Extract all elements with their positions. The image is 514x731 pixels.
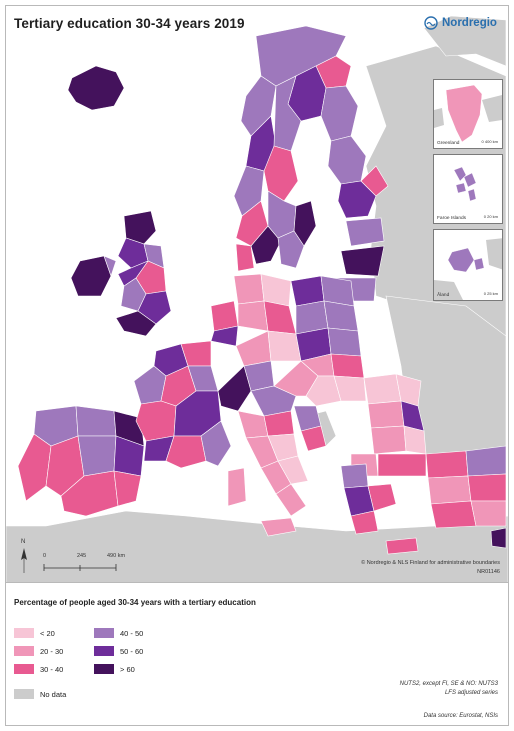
scale-label-0: 0 — [43, 553, 47, 559]
legend-item-lt20: < 20 — [14, 628, 55, 638]
legend-swatch-lt20 — [14, 628, 34, 638]
denmark-region — [235, 243, 255, 272]
central-europe-regions — [210, 273, 319, 417]
legend-swatch-40-50 — [94, 628, 114, 638]
legend-item-no-data: No data — [14, 689, 66, 699]
legend-label-30-40: 30 - 40 — [40, 664, 64, 674]
legend-item-30-40: 30 - 40 — [14, 664, 63, 674]
iceland-region — [67, 65, 125, 111]
map-frame: Tertiary education 30-34 years 2019 Nord… — [5, 5, 509, 726]
nordregio-logo: Nordregio — [424, 16, 497, 30]
iberia-regions — [17, 405, 145, 517]
legend-label-40-50: 40 - 50 — [120, 628, 144, 638]
aland-inset-map — [434, 238, 502, 300]
scale-bar-graphic — [43, 564, 117, 571]
legend-label-lt20: < 20 — [40, 628, 55, 638]
inset-greenland-scale: 0 400 km — [481, 139, 498, 144]
legend-title: Percentage of people aged 30-34 years wi… — [14, 598, 256, 607]
legend-panel: Percentage of people aged 30-34 years wi… — [6, 583, 508, 725]
legend-item-50-60: 50 - 60 — [94, 646, 143, 656]
legend-swatch-gt60 — [94, 664, 114, 674]
inset-aland-scale: 0 25 km — [483, 291, 498, 296]
inset-faroe-label: Faroe Islands — [437, 216, 467, 221]
credit-line-1: © Nordregio & NLS Finland for administra… — [361, 560, 500, 566]
map-title: Tertiary education 30-34 years 2019 — [14, 16, 245, 31]
faroe-inset-map — [453, 166, 477, 202]
inset-greenland: Greenland 0 400 km — [433, 79, 503, 149]
legend-item-20-30: 20 - 30 — [14, 646, 63, 656]
legend-label-50-60: 50 - 60 — [120, 646, 144, 656]
nuts-note: NUTS2, except FI, SE & NO: NUTS3 — [399, 681, 498, 687]
legend-label-20-30: 20 - 30 — [40, 646, 64, 656]
inset-aland-label: Åland — [437, 293, 450, 298]
legend-swatch-no-data — [14, 689, 34, 699]
map-credit: © Nordregio & NLS Finland for administra… — [361, 559, 500, 577]
inset-faroe: Faroe Islands 0 20 km — [433, 154, 503, 224]
balkans-greece-regions — [293, 405, 419, 555]
uk-ireland-regions — [70, 210, 172, 337]
north-arrow — [18, 546, 30, 574]
legend-swatch-30-40 — [14, 664, 34, 674]
legend-item-gt60: > 60 — [94, 664, 135, 674]
legend-item-40-50: 40 - 50 — [94, 628, 143, 638]
eastern-europe-regions — [290, 275, 367, 407]
legend-swatch-20-30 — [14, 646, 34, 656]
greenland-inset-map — [434, 84, 502, 143]
scale-label-2: 490 km — [107, 553, 126, 559]
lfs-note: LFS adjusted series — [444, 690, 498, 696]
north-arrow-icon — [21, 548, 27, 573]
map-panel: Tertiary education 30-34 years 2019 Nord… — [6, 6, 508, 583]
nordregio-logo-text: Nordregio — [442, 17, 497, 29]
italy-regions — [227, 410, 309, 537]
inset-greenland-label: Greenland — [437, 141, 460, 146]
sweden-regions — [263, 65, 327, 269]
france-regions — [133, 340, 232, 469]
europe-map — [6, 15, 508, 582]
inset-aland: Åland 0 25 km — [433, 229, 503, 301]
data-source-note: Data source: Eurostat, NSIs — [423, 713, 498, 719]
north-label: N — [21, 539, 26, 545]
norway-regions — [233, 25, 352, 265]
finland-regions — [320, 85, 389, 219]
legend-label-no-data: No data — [40, 689, 67, 699]
turkey-regions — [425, 445, 507, 549]
legend-label-gt60: > 60 — [120, 664, 135, 674]
legend-swatch-50-60 — [94, 646, 114, 656]
inset-faroe-scale: 0 20 km — [483, 214, 498, 219]
scale-bar: 0 245 490 km — [43, 553, 143, 575]
nordregio-wave-logo-icon — [424, 16, 438, 30]
scale-label-1: 245 — [77, 553, 87, 559]
credit-line-2: NR01146 — [477, 569, 500, 575]
